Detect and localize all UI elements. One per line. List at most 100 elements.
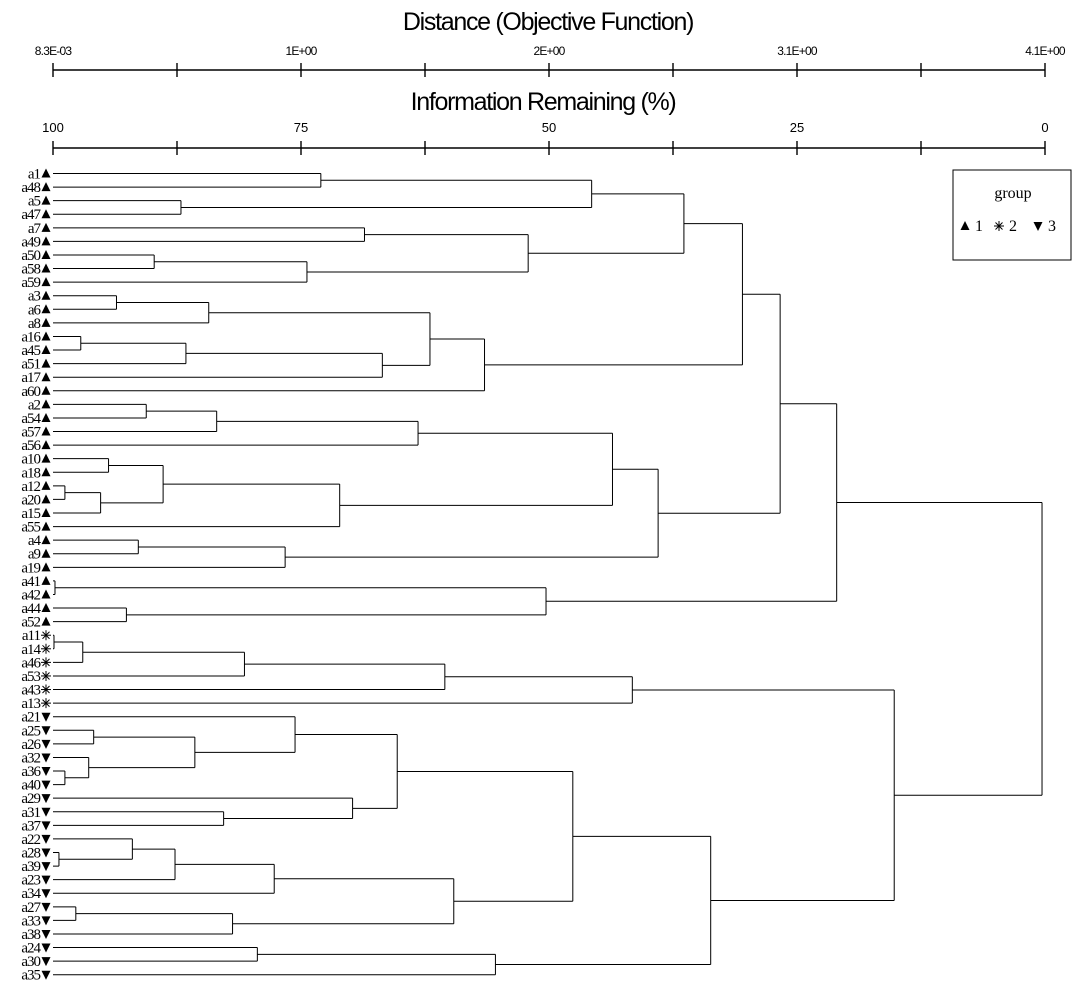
dendrogram-merge-31 <box>54 587 547 616</box>
leaf-label-a4: a4 <box>28 533 42 549</box>
leaf-label-a56: a56 <box>21 438 41 454</box>
dendrogram-merge-23 <box>53 483 341 528</box>
bottom-tick-label: 50 <box>542 120 556 135</box>
top-axis-ticks <box>52 63 1046 77</box>
leaf-label-a5: a5 <box>28 194 41 210</box>
triangle-up-marker <box>41 508 51 517</box>
triangle-down-marker <box>41 889 51 899</box>
dendrogram-merge-22 <box>100 464 164 504</box>
dendrogram-merge-25 <box>53 539 139 555</box>
triangle-up-marker <box>41 222 51 232</box>
leaf-label-a48: a48 <box>21 180 40 196</box>
dendrogram-merge-12 <box>53 352 383 378</box>
asterisk-marker <box>994 221 1004 231</box>
dendrogram-merge-10 <box>53 335 82 351</box>
triangle-up-marker <box>41 290 51 300</box>
leaf-label-a1: a1 <box>28 167 41 183</box>
leaf-label-a22: a22 <box>21 832 40 848</box>
triangle-up-marker <box>41 358 51 368</box>
dendrogram-merge-4 <box>53 261 308 283</box>
dendrogram-merge-44 <box>53 797 354 820</box>
triangle-up-marker <box>41 372 51 382</box>
dendrogram-merge-24 <box>339 432 613 506</box>
triangle-up-marker <box>41 603 51 613</box>
triangle-down-marker <box>41 712 51 722</box>
leaf-label-a54: a54 <box>21 411 41 427</box>
triangle-up-marker <box>41 575 51 585</box>
dendrogram-merge-33 <box>53 634 55 650</box>
triangle-up-marker <box>41 480 51 490</box>
triangle-up-marker <box>41 535 51 545</box>
triangle-down-marker <box>41 726 51 736</box>
dendrogram-merge-6 <box>306 234 529 273</box>
dendrogram-merge-42 <box>53 716 296 753</box>
leaf-label-a57: a57 <box>21 425 41 441</box>
leaf-label-a51: a51 <box>21 357 40 373</box>
top-tick-label: 2E+00 <box>533 44 565 58</box>
triangle-down-marker <box>41 902 51 912</box>
triangle-up-marker <box>41 412 51 422</box>
triangle-down-marker <box>41 767 51 777</box>
bottom-axis-ticks <box>52 141 1046 155</box>
dendrogram-merge-38 <box>53 729 95 745</box>
leaf-label-a17: a17 <box>21 370 41 386</box>
leaf-label-a42: a42 <box>21 587 40 603</box>
triangle-up-marker <box>41 345 51 355</box>
leaf-label-a45: a45 <box>21 343 40 359</box>
asterisk-marker <box>41 670 51 681</box>
dendrogram-merge-47 <box>53 838 133 860</box>
legend: group 1 2 3 <box>952 169 1072 261</box>
leaf-label-a29: a29 <box>21 791 40 807</box>
leaf-label-a2: a2 <box>28 397 41 413</box>
leaf-label-a9: a9 <box>28 547 41 563</box>
leaf-label-a23: a23 <box>21 873 40 889</box>
leaf-label-a31: a31 <box>21 805 40 821</box>
triangle-down-marker <box>41 943 51 953</box>
leaf-label-a19: a19 <box>21 560 40 576</box>
leaf-label-a8: a8 <box>28 316 41 332</box>
dendrogram-merge-15 <box>484 223 743 366</box>
leaf-label-a25: a25 <box>21 723 40 739</box>
dendrogram-merge-21 <box>53 492 102 514</box>
triangle-up-marker <box>41 385 51 395</box>
leaf-label-a10: a10 <box>21 452 40 468</box>
asterisk-marker <box>41 657 51 668</box>
triangle-down-marker <box>41 739 51 749</box>
top-tick-label: 1E+00 <box>285 44 317 58</box>
triangle-up-marker <box>41 399 51 409</box>
triangle-down-marker <box>1033 222 1043 231</box>
leaf-label-a36: a36 <box>21 764 41 780</box>
leaf-label-a16: a16 <box>21 329 41 345</box>
dendrogram-merge-28 <box>658 293 781 514</box>
leaf-label-a28: a28 <box>21 846 40 862</box>
bottom-axis-tick-labels: 100 75 50 25 0 <box>42 120 1048 135</box>
top-tick-label: 8.3E-03 <box>35 44 73 58</box>
triangle-up-marker <box>41 331 51 341</box>
leaf-label-a3: a3 <box>28 289 41 305</box>
bottom-axis-title: Information Remaining (%) <box>411 88 676 116</box>
triangle-up-marker <box>41 277 51 287</box>
dendrogram-merge-11 <box>53 342 187 365</box>
leaf-label-a43: a43 <box>21 683 40 699</box>
triangle-up-marker <box>41 195 51 205</box>
dendrogram-merge-0 <box>53 173 322 188</box>
dendrogram-merge-29 <box>53 580 56 595</box>
leaf-label-a44: a44 <box>21 601 41 617</box>
dendrogram-merge-50 <box>53 906 77 921</box>
leaf-label-a40: a40 <box>21 778 40 794</box>
triangle-up-marker <box>41 440 51 450</box>
leaf-label-a15: a15 <box>21 506 40 522</box>
leaf-label-a46: a46 <box>21 655 41 671</box>
triangle-down-marker <box>41 970 51 980</box>
triangle-up-marker <box>41 209 51 219</box>
bottom-tick-label: 100 <box>42 120 64 135</box>
dendrogram-merge-13 <box>208 312 431 366</box>
leaf-label-a24: a24 <box>21 941 41 957</box>
dendrogram-merge-18 <box>53 420 419 446</box>
legend-entry-label-2: 2 <box>1009 218 1017 235</box>
triangle-up-marker <box>41 304 51 314</box>
dendrogram-merge-51 <box>53 913 234 935</box>
triangle-up-marker <box>41 426 51 436</box>
dendrogram-merge-17 <box>53 410 218 433</box>
triangle-up-marker <box>41 521 51 531</box>
